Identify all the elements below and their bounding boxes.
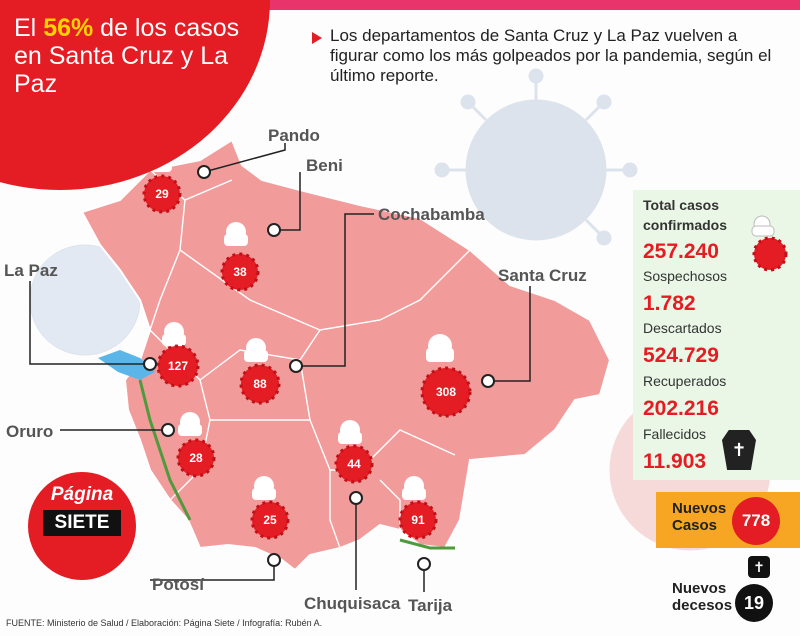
lake-titicaca	[98, 350, 155, 380]
label-oruro: Oruro	[6, 422, 53, 441]
nuevos-decesos-value: 19	[735, 584, 773, 622]
cases-count: 88	[253, 377, 267, 391]
recuperados-value: 202.216	[643, 397, 719, 420]
top-band	[0, 0, 800, 10]
total-cases-value: 257.240	[643, 240, 719, 263]
recuperados-label: Recuperados	[643, 373, 727, 389]
department-marker: 308	[420, 334, 472, 418]
nuevos-casos-box: Nuevos Casos 778	[656, 492, 800, 548]
cases-count: 25	[263, 513, 277, 527]
department-marker: 25	[250, 476, 290, 540]
department-marker: 38	[220, 222, 260, 292]
fallecidos-label: Fallecidos	[643, 426, 707, 442]
label-pando: Pando	[268, 126, 320, 145]
pagina-siete-logo: Página SIETE	[28, 472, 136, 580]
label-cochabamba: Cochabamba	[378, 205, 485, 224]
border-highlight	[138, 379, 455, 550]
label-tarija: Tarija	[408, 596, 453, 615]
cases-count: 28	[189, 451, 203, 465]
leader-dots	[143, 165, 495, 571]
total-cases-label: Total casos confirmados	[643, 197, 728, 233]
headline-percent: 56%	[43, 14, 94, 42]
department-marker: 91	[398, 476, 438, 540]
fallecidos-value: 11.903	[643, 450, 707, 473]
cross-icon: ✝	[748, 556, 770, 578]
headline: El 56% de los casos en Santa Cruz y La P…	[14, 14, 240, 98]
descartados-value: 524.729	[643, 344, 719, 367]
cases-count: 308	[436, 385, 456, 399]
department-marker: 127	[156, 322, 200, 388]
nuevos-casos-value: 778	[732, 497, 780, 545]
department-borders	[149, 169, 471, 549]
cases-count: 44	[347, 457, 361, 471]
virus-patient-icon	[751, 215, 788, 272]
label-la-paz: La Paz	[4, 261, 58, 280]
label-santa-cruz: Santa Cruz	[498, 266, 587, 285]
department-marker: 28	[176, 412, 216, 478]
leader-lines	[29, 143, 531, 592]
coffin-icon: ✝	[722, 430, 756, 470]
cases-count: 127	[168, 359, 188, 373]
label-chuquisaca: Chuquisaca	[304, 594, 401, 613]
nuevos-decesos-label: Nuevos decesos	[672, 580, 733, 614]
sospechosos-value: 1.782	[643, 292, 696, 315]
label-beni: Beni	[306, 156, 343, 175]
subtitle: Los departamentos de Santa Cruz y La Paz…	[312, 26, 782, 86]
cases-count: 29	[155, 187, 169, 201]
cases-count: 38	[233, 265, 247, 279]
source-credit: FUENTE: Ministerio de Salud / Elaboració…	[6, 618, 323, 628]
label-potosi: Potosí	[152, 575, 205, 594]
sospechosos-label: Sospechosos	[643, 268, 728, 284]
triangle-bullet-icon	[312, 32, 322, 44]
cases-count: 91	[411, 513, 425, 527]
department-marker: 88	[239, 338, 281, 405]
department-marker: 44	[334, 420, 374, 484]
virus-spikes	[434, 68, 638, 246]
descartados-label: Descartados	[643, 320, 722, 336]
nuevos-casos-label: Nuevos Casos	[672, 500, 727, 534]
